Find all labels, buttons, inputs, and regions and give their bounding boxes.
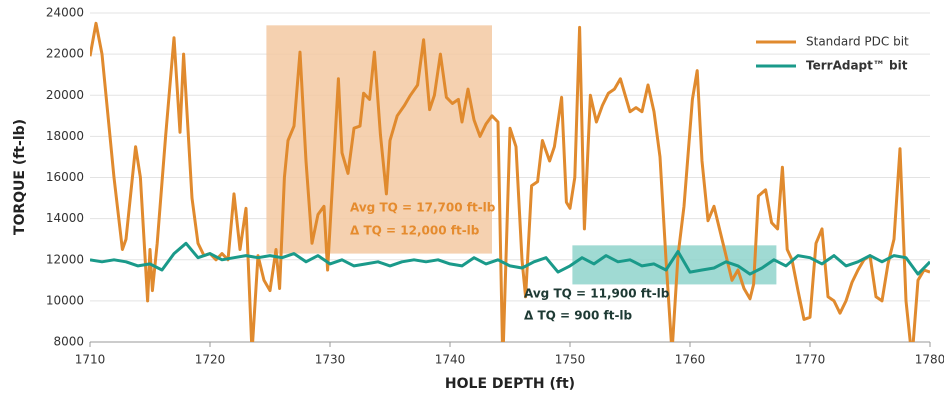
y-tick-label: 8000 — [53, 335, 84, 349]
highlight-region — [572, 245, 777, 285]
highlights — [266, 25, 777, 285]
annotation: Avg TQ = 11,900 ft-lb — [524, 287, 670, 301]
y-tick-label: 20000 — [46, 88, 84, 102]
y-axis-title: TORQUE (ft-lb) — [12, 119, 28, 235]
annotation: Δ TQ = 12,000 ft-lb — [350, 224, 480, 238]
y-tick-label: 18000 — [46, 129, 84, 143]
x-tick-label: 1740 — [435, 353, 466, 367]
x-tick-label: 1750 — [555, 353, 586, 367]
y-tick-label: 22000 — [46, 47, 84, 61]
annotation: Avg TQ = 17,700 ft-lb — [350, 201, 496, 215]
series-line — [90, 21, 930, 342]
plot-lines — [90, 21, 930, 342]
grid — [89, 12, 931, 347]
y-tick-label: 16000 — [46, 170, 84, 184]
x-tick-label: 1780 — [915, 353, 944, 367]
x-tick-label: 1770 — [795, 353, 826, 367]
x-axis-title: HOLE DEPTH (ft) — [445, 376, 575, 392]
x-tick-label: 1720 — [195, 353, 226, 367]
x-tick-label: 1710 — [75, 353, 106, 367]
x-tick-label: 1760 — [675, 353, 706, 367]
series-line — [90, 241, 930, 276]
x-tick-label: 1730 — [315, 353, 346, 367]
y-tick-label: 10000 — [46, 293, 84, 307]
y-tick-label: 14000 — [46, 211, 84, 225]
legend-label: TerrAdapt™ bit — [806, 59, 908, 73]
labels: 8000 10000 12000 14000 16000 18000 20000 22000 2… — [46, 6, 944, 367]
legend-label: Standard PDC bit — [806, 35, 909, 49]
annotation: Δ TQ = 900 ft-lb — [524, 309, 633, 323]
y-tick-label: 24000 — [46, 6, 84, 20]
y-tick-label: 12000 — [46, 252, 84, 266]
